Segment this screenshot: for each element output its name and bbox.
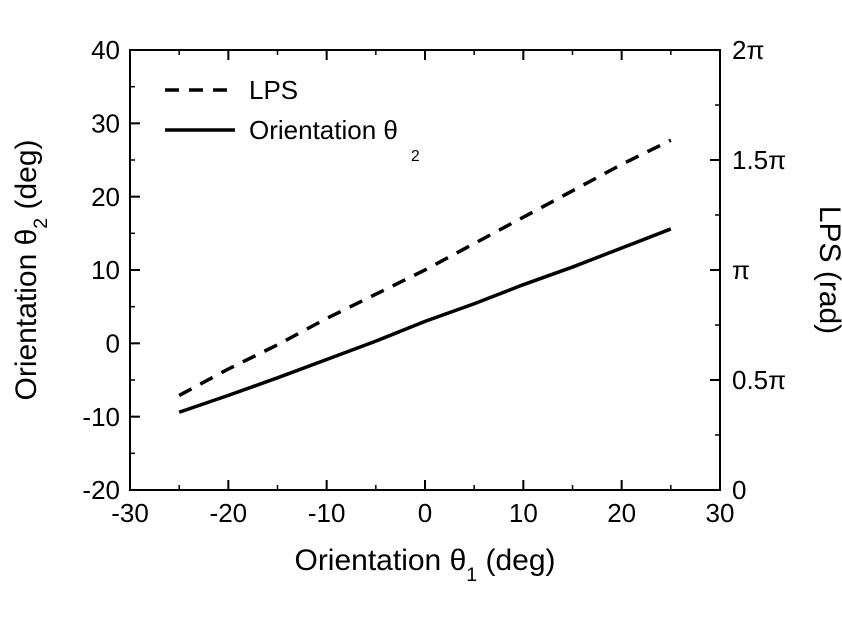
y-right-axis-label: LPS (rad) xyxy=(813,206,842,334)
x-tick-label: 0 xyxy=(418,498,432,528)
legend-label: LPS xyxy=(249,75,298,105)
x-tick-label: 20 xyxy=(607,498,636,528)
y-right-tick-label: 1.5π xyxy=(732,145,786,175)
legend-label: Orientation θ xyxy=(249,115,398,145)
y-right-tick-label: π xyxy=(732,255,750,285)
y-right-tick-label: 0.5π xyxy=(732,365,786,395)
chart-container: -30-20-100102030Orientation θ1 (deg)-20-… xyxy=(0,0,842,625)
x-tick-label: -20 xyxy=(210,498,248,528)
y-left-tick-label: -10 xyxy=(82,402,120,432)
y-left-tick-label: 10 xyxy=(91,255,120,285)
x-tick-label: 10 xyxy=(509,498,538,528)
y-left-tick-label: 20 xyxy=(91,182,120,212)
series-0 xyxy=(179,140,671,395)
y-right-tick-label: 0 xyxy=(732,475,746,505)
x-axis-label: Orientation θ1 (deg) xyxy=(294,544,555,586)
series-1 xyxy=(179,229,671,412)
y-left-axis-label: Orientation θ2 (deg) xyxy=(10,139,52,400)
legend-subscript: 2 xyxy=(411,148,420,165)
y-left-tick-label: 0 xyxy=(106,328,120,358)
chart-svg: -30-20-100102030Orientation θ1 (deg)-20-… xyxy=(0,0,842,625)
y-left-tick-label: 30 xyxy=(91,108,120,138)
y-left-tick-label: -20 xyxy=(82,475,120,505)
x-tick-label: 30 xyxy=(706,498,735,528)
y-left-tick-label: 40 xyxy=(91,35,120,65)
y-right-tick-label: 2π xyxy=(732,35,764,65)
x-tick-label: -10 xyxy=(308,498,346,528)
